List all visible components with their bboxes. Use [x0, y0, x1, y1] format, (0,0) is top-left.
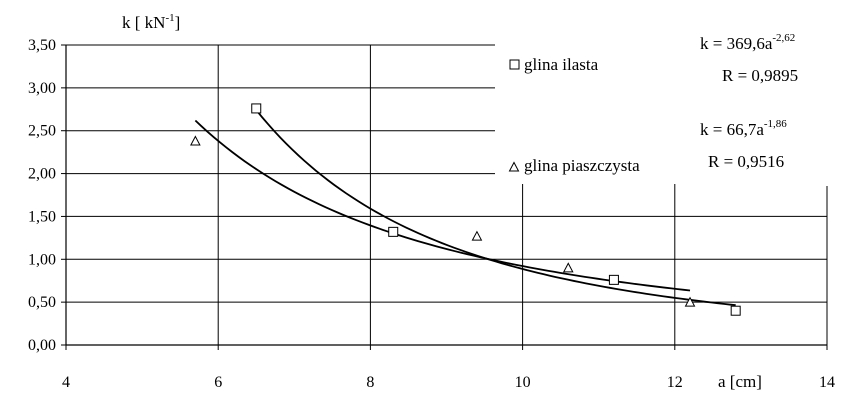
x-tick-label: 6: [214, 374, 222, 391]
y-tick-label: 1,50: [28, 208, 56, 225]
x-tick-label: 12: [667, 374, 683, 391]
equation-glina-ilasta: k = 369,6a-2,62: [700, 32, 795, 53]
y-axis-label-text: k [ kN: [122, 13, 165, 32]
legend-label-glina-ilasta: glina ilasta: [524, 55, 599, 74]
x-axis-label: a [cm]: [718, 372, 762, 391]
x-tick-label: 14: [819, 374, 835, 391]
data-point-glina-ilasta: [730, 305, 741, 316]
x-tick-label: 4: [62, 374, 70, 391]
y-tick-label: 2,50: [28, 123, 56, 140]
y-axis-label-close: ]: [175, 13, 181, 32]
y-tick-label: 2,00: [28, 166, 56, 183]
fit-curve-glina-piaszczysta: [194, 119, 691, 292]
y-tick-label: 1,00: [28, 251, 56, 268]
data-point-glina-piaszczysta: [190, 135, 201, 146]
y-axis-label-superscript: -1: [165, 12, 174, 24]
equation-glina-ilasta-exponent: -2,62: [772, 32, 795, 44]
equation-glina-piaszczysta: k = 66,7a-1,86: [700, 118, 787, 139]
fit-layer: [194, 109, 736, 307]
equation-background: [695, 0, 843, 186]
data-point-glina-ilasta: [608, 274, 619, 285]
marker-layer: [190, 103, 741, 316]
y-tick-label: 3,00: [28, 80, 56, 97]
y-tick-label: 0,00: [28, 337, 56, 354]
data-point-glina-piaszczysta: [471, 230, 483, 241]
r-glina-piaszczysta: R = 0,9516: [708, 152, 784, 171]
legend-marker-triangle: [508, 161, 520, 172]
data-point-glina-ilasta: [388, 226, 399, 237]
r-glina-ilasta: R = 0,9895: [722, 66, 798, 85]
data-point-glina-piaszczysta: [562, 262, 574, 273]
data-point-glina-piaszczysta: [684, 296, 696, 307]
data-point-glina-ilasta: [251, 103, 262, 114]
legend-background: [495, 34, 695, 184]
x-tick-label: 8: [366, 374, 374, 391]
x-tick-label: 10: [515, 374, 531, 391]
equation-glina-ilasta-text: k = 369,6a: [700, 34, 773, 53]
equation-glina-piaszczysta-text: k = 66,7a: [700, 120, 764, 139]
legend-marker-square: [509, 59, 520, 70]
y-axis-label: k [ kN-1]: [122, 12, 180, 32]
y-tick-label: 3,50: [28, 37, 56, 54]
tick-layer: 0,00 0,50 1,00 1,50 2,00 2,50 3,00 3,50 4 6 8 10 12 1…: [28, 37, 835, 391]
y-tick-label: 0,50: [28, 294, 56, 311]
equation-glina-piaszczysta-exponent: -1,86: [764, 118, 787, 130]
legend-label-glina-piaszczysta: glina piaszczysta: [524, 156, 640, 175]
